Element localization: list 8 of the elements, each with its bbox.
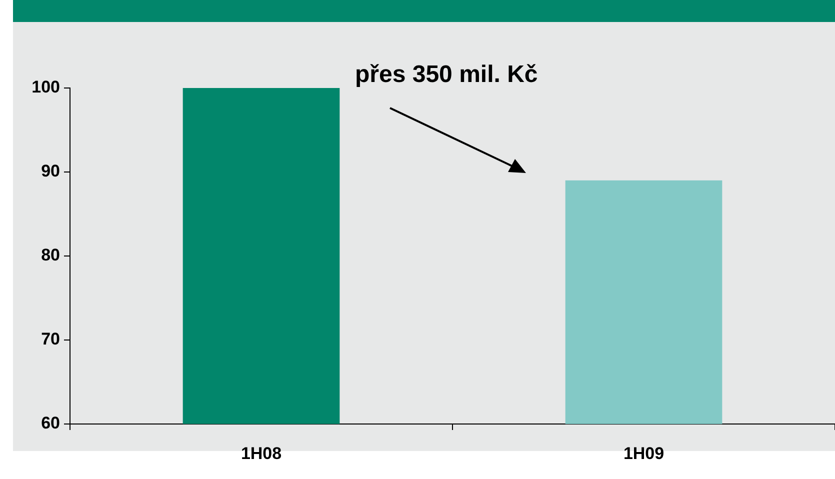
y-tick-label: 100 <box>32 78 60 97</box>
x-tick-label: 1H08 <box>240 444 282 463</box>
y-tick-label: 60 <box>41 414 60 433</box>
annotation: přes 350 mil. Kč <box>355 61 538 88</box>
y-tick-label: 70 <box>41 330 60 349</box>
y-tick-label: 80 <box>41 246 60 265</box>
y-tick-label: 90 <box>41 162 60 181</box>
x-tick-label: 1H09 <box>623 444 664 463</box>
